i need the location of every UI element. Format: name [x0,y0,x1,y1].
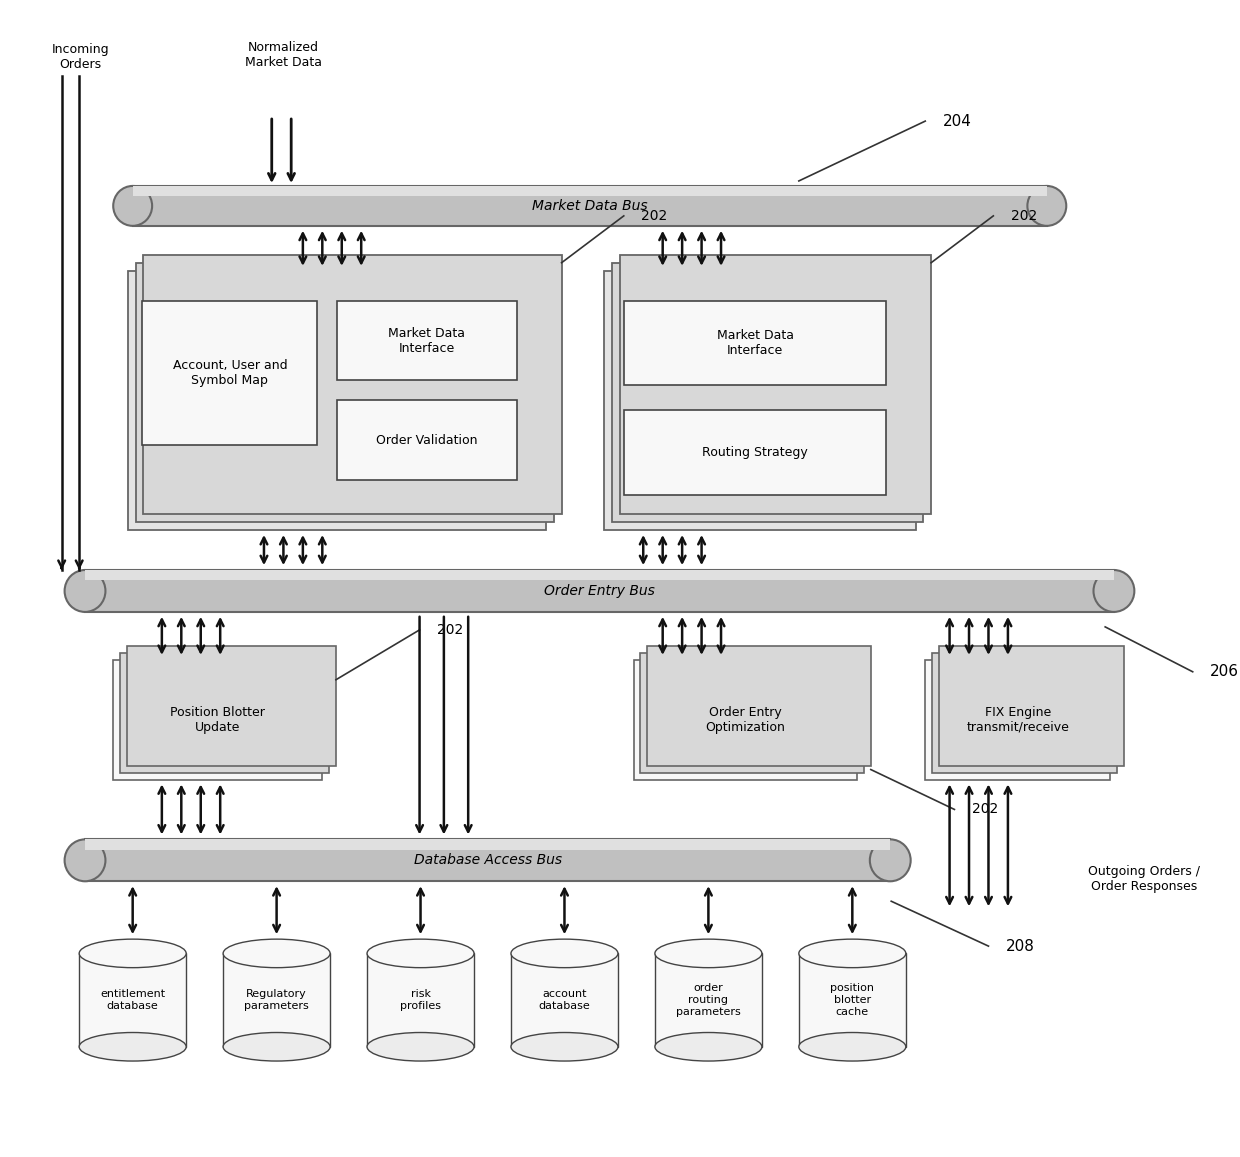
Text: position
blotter
cache: position blotter cache [831,983,874,1017]
Bar [79,953,186,1047]
Text: FIX Engine
transmit/receive: FIX Engine transmit/receive [966,706,1069,734]
Text: Market Data Bus: Market Data Bus [532,199,647,213]
Bar [133,186,1047,196]
Bar [337,400,517,480]
Ellipse shape [655,1032,761,1061]
Text: risk
profiles: risk profiles [401,989,441,1011]
Bar [939,646,1123,766]
Bar [604,271,915,530]
Bar [86,570,1114,612]
Bar [613,263,924,522]
Ellipse shape [655,939,761,967]
Text: Regulatory
parameters: Regulatory parameters [244,989,309,1011]
Bar [925,659,1110,780]
Text: Market Data
Interface: Market Data Interface [388,326,465,354]
Bar [655,953,761,1047]
Text: 208: 208 [1006,938,1035,953]
Text: Order Entry
Optimization: Order Entry Optimization [706,706,785,734]
Text: 202: 202 [1011,209,1037,223]
Bar [337,301,517,381]
Bar [126,646,336,766]
Ellipse shape [64,570,105,612]
Text: Position Blotter
Update: Position Blotter Update [170,706,265,734]
Text: 204: 204 [942,113,972,128]
Text: Routing Strategy: Routing Strategy [702,447,808,459]
Bar [620,255,931,514]
Bar [624,411,887,495]
Bar [143,301,317,445]
Text: 202: 202 [436,622,464,636]
Bar [640,653,864,773]
Text: account
database: account database [538,989,590,1011]
Text: 202: 202 [641,209,667,223]
Bar [128,271,546,530]
Ellipse shape [799,939,905,967]
Bar [647,646,870,766]
Bar [932,653,1117,773]
Bar [135,263,554,522]
Text: Account, User and
Symbol Map: Account, User and Symbol Map [172,359,288,386]
Ellipse shape [799,1032,905,1061]
Bar [133,186,1047,226]
Text: 206: 206 [1210,664,1239,679]
Ellipse shape [1028,186,1066,226]
Bar [367,953,474,1047]
Text: Incoming
Orders: Incoming Orders [52,43,109,72]
Text: Market Data
Interface: Market Data Interface [717,329,794,358]
Bar [634,659,857,780]
Text: order
routing
parameters: order routing parameters [676,983,740,1017]
Bar [799,953,905,1047]
Text: Database Access Bus: Database Access Bus [414,854,562,868]
Ellipse shape [367,939,474,967]
Ellipse shape [79,1032,186,1061]
Bar [86,839,890,882]
Bar [113,659,322,780]
Text: Outgoing Orders /
Order Responses: Outgoing Orders / Order Responses [1087,865,1200,893]
Bar [86,570,1114,581]
Bar [511,953,618,1047]
Bar [624,301,887,385]
Ellipse shape [1094,570,1135,612]
Ellipse shape [511,1032,618,1061]
Ellipse shape [367,1032,474,1061]
Text: 202: 202 [972,803,998,817]
Ellipse shape [64,839,105,882]
Text: entitlement
database: entitlement database [100,989,165,1011]
Bar [144,255,562,514]
Ellipse shape [223,1032,330,1061]
Ellipse shape [869,839,910,882]
Bar [86,839,890,850]
Ellipse shape [511,939,618,967]
Text: Order Validation: Order Validation [376,434,477,447]
Text: Normalized
Market Data: Normalized Market Data [246,42,322,69]
Ellipse shape [223,939,330,967]
Bar [120,653,329,773]
Ellipse shape [113,186,153,226]
Text: Order Entry Bus: Order Entry Bus [544,584,655,598]
Ellipse shape [79,939,186,967]
Bar [223,953,330,1047]
